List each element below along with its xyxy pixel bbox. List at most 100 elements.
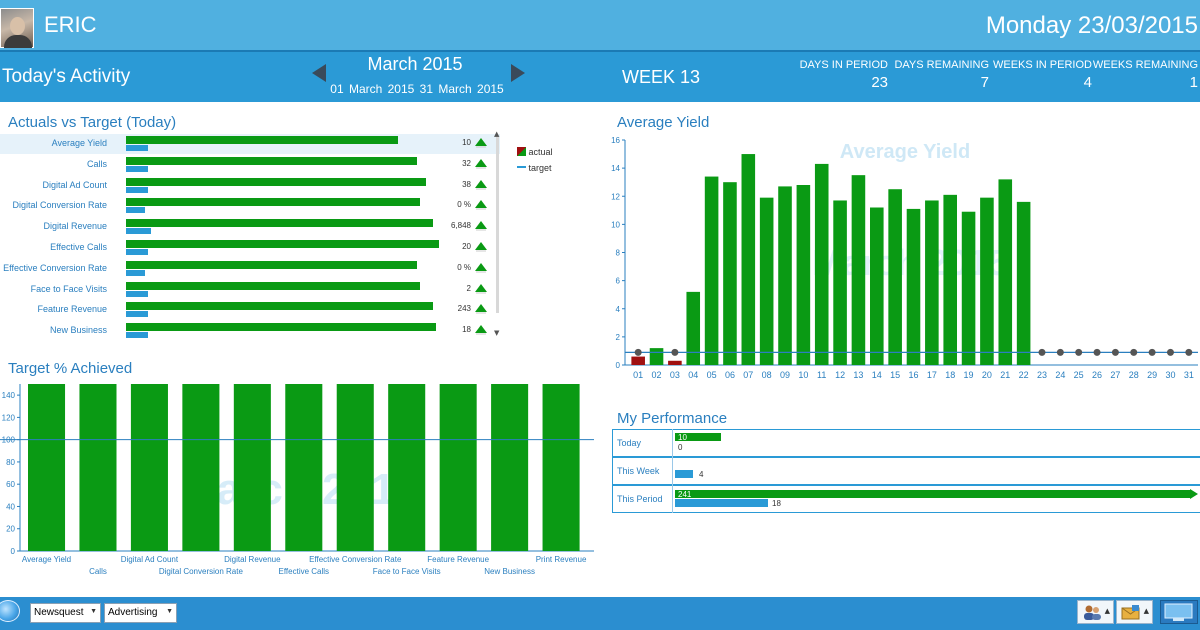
average-yield-title: Average Yield [617, 114, 710, 131]
x-tick-label: 31 [1184, 370, 1194, 380]
achieved-bar[interactable] [182, 384, 220, 551]
x-tick-label: 30 [1165, 370, 1175, 380]
achieved-bar[interactable] [491, 384, 529, 551]
metric-row[interactable]: Face to Face Visits 2 [0, 280, 500, 300]
department-value: Advertising [108, 607, 158, 618]
list-scrollbar[interactable] [496, 136, 499, 313]
publication-value: Newsquest [34, 607, 84, 618]
next-period-button[interactable] [511, 64, 525, 82]
yield-bar[interactable] [796, 185, 811, 365]
performance-target-bar [675, 470, 694, 478]
title-bar [0, 0, 1200, 50]
yield-bar[interactable] [851, 175, 866, 365]
achieved-bar[interactable] [336, 384, 374, 551]
yield-bar[interactable] [980, 197, 994, 365]
performance-row-today[interactable] [612, 429, 1200, 457]
performance-target-bar [675, 499, 768, 507]
achieved-bar[interactable] [439, 384, 477, 551]
x-tick-label: Feature Revenue [427, 555, 489, 564]
achieved-bar[interactable] [285, 384, 323, 551]
target-marker [1130, 348, 1138, 356]
stat-label: WEEKS REMAINING [1092, 59, 1198, 71]
target-bar [126, 311, 149, 318]
target-bar [126, 145, 149, 151]
x-tick-label: 05 [707, 370, 717, 380]
metric-row[interactable]: Feature Revenue 243 [0, 300, 500, 320]
yield-bar[interactable] [814, 163, 829, 365]
performance-actual-bar [675, 433, 722, 441]
target-marker [1185, 348, 1193, 356]
publication-select[interactable]: Newsquest ▼ [30, 603, 101, 623]
performance-row-week[interactable] [612, 457, 1200, 485]
yield-bar[interactable] [906, 208, 921, 365]
x-tick-label: 26 [1092, 370, 1102, 380]
target-bar [126, 228, 152, 235]
envelope-icon [1121, 605, 1140, 620]
department-select[interactable]: Advertising ▼ [104, 603, 177, 623]
metric-row[interactable]: Digital Conversion Rate 0 % [0, 196, 500, 216]
yield-bar[interactable] [759, 197, 774, 365]
x-tick-label: 24 [1055, 370, 1065, 380]
yield-bar[interactable] [869, 207, 884, 366]
yield-bar[interactable] [649, 348, 664, 365]
desktop-button[interactable] [1160, 600, 1198, 624]
metric-row[interactable]: Effective Conversion Rate 0 % [0, 259, 500, 279]
yield-bar[interactable] [668, 360, 682, 365]
metric-row[interactable]: Calls 32 [0, 155, 500, 175]
x-tick-label: Face to Face Visits [373, 567, 441, 576]
target-marker [1166, 348, 1174, 356]
yield-bar[interactable] [833, 200, 847, 365]
yield-bar[interactable] [925, 200, 939, 365]
yield-bar[interactable] [961, 211, 976, 365]
x-tick-label: 07 [743, 370, 753, 380]
achieved-bar[interactable] [388, 384, 426, 551]
users-menu-button[interactable]: ▲ [1077, 600, 1114, 624]
target-marker [1056, 348, 1064, 356]
yield-bar[interactable] [1016, 201, 1031, 365]
yield-bar[interactable] [723, 182, 737, 365]
yield-bar[interactable] [741, 154, 756, 365]
target-bar [126, 186, 149, 193]
scroll-down-icon[interactable]: ▼ [494, 329, 500, 337]
y-tick-label: 40 [6, 502, 15, 511]
previous-period-button[interactable] [312, 64, 326, 82]
app-logo-icon[interactable] [0, 600, 20, 622]
stat-value: 23 [871, 74, 888, 91]
metric-row[interactable]: Digital Revenue 6,848 [0, 217, 500, 237]
metric-row[interactable]: Average Yield 10 [0, 134, 500, 154]
performance-actual-value: 241 [678, 490, 692, 499]
achieved-bar[interactable] [233, 384, 271, 551]
yield-bar[interactable] [943, 194, 958, 365]
yield-bar[interactable] [778, 186, 792, 365]
actual-bar [126, 323, 436, 332]
target-bar [126, 207, 145, 214]
yield-bar[interactable] [704, 176, 719, 365]
achieved-bar[interactable] [130, 384, 168, 551]
yield-bar[interactable] [631, 356, 645, 365]
legend-label: actual [528, 147, 553, 157]
x-tick-label: Calls [89, 567, 107, 576]
yield-bar[interactable] [888, 189, 902, 365]
achieved-bar[interactable] [542, 384, 580, 551]
week-label: WEEK 13 [622, 67, 701, 87]
x-tick-label: 29 [1147, 370, 1157, 380]
yield-bar[interactable] [686, 291, 701, 365]
stat-days-remaining: DAYS REMAINING 7 [894, 59, 989, 91]
achieved-bar[interactable] [79, 384, 117, 551]
scroll-up-icon[interactable]: ▲ [494, 130, 500, 138]
x-tick-label: 02 [652, 370, 662, 380]
avatar[interactable] [0, 8, 34, 48]
actual-bar [126, 302, 433, 311]
yield-bar[interactable] [998, 179, 1013, 365]
metric-value: 243 [457, 304, 471, 314]
achieved-bar[interactable] [28, 384, 66, 551]
metric-row[interactable]: Digital Ad Count 38 [0, 176, 500, 196]
x-tick-label: 27 [1110, 370, 1120, 380]
x-tick-label: 28 [1129, 370, 1139, 380]
performance-row-period[interactable] [612, 485, 1200, 513]
actual-bar [126, 260, 417, 269]
messages-menu-button[interactable]: ▲ [1116, 600, 1153, 624]
metric-row[interactable]: Effective Calls 20 [0, 238, 500, 258]
target-marker [1111, 348, 1119, 356]
metric-row[interactable]: New Business 18 [0, 321, 500, 341]
